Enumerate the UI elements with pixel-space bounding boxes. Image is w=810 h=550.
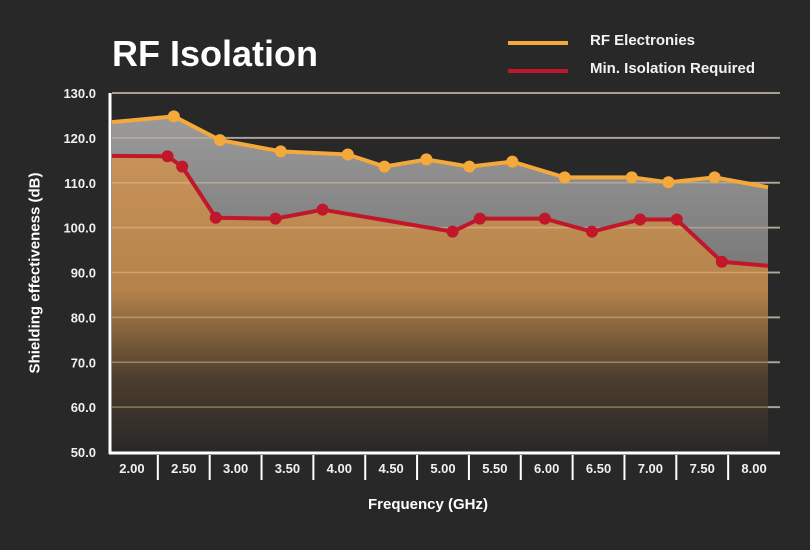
data-point [316,203,329,216]
data-point [341,148,354,161]
y-tick-label: 70.0 [71,355,96,370]
x-tick-label: 6.00 [534,461,559,476]
y-tick-label: 80.0 [71,310,96,325]
y-tick-label: 100.0 [63,221,96,236]
x-tick-label: 2.50 [171,461,196,476]
data-point [161,150,174,163]
gridlines-overlay [112,92,780,408]
data-point [473,212,486,225]
legend-label: RF Electronies [590,32,696,49]
y-axis-label: Shielding effectiveness (dB) [26,172,44,374]
y-tick-label: 60.0 [71,400,96,415]
data-point [378,160,391,173]
data-point [715,255,728,268]
y-tick-label: 90.0 [71,266,96,281]
x-tick-label: 3.00 [223,461,248,476]
data-point [506,155,519,168]
legend-swatch-orange [508,41,568,45]
axes [108,93,780,480]
tick-labels: 50.0 60.0 70.0 80.0 90.0 100.0 110.0 120.0 130.0… [63,86,766,476]
chart-title: RF Isolation [112,33,318,74]
data-point [213,134,226,147]
y-tick-label: 50.0 [71,445,96,460]
x-axis-label: Frequency (GHz) [367,496,489,513]
x-tick-label: 2.00 [119,461,144,476]
data-point [708,171,721,184]
data-point [167,110,180,123]
x-tick-label: 7.50 [690,461,715,476]
data-point [662,176,675,189]
series-line-min-isolation [111,153,769,268]
x-tick-label: 7.00 [638,461,663,476]
y-tick-label: 120.0 [63,131,96,146]
data-point [176,160,189,173]
data-point [634,213,647,226]
x-tick-label: 4.50 [378,461,403,476]
x-tick-label: 5.00 [430,461,455,476]
x-tick-label: 3.50 [275,461,300,476]
series-lines [111,110,769,268]
legend-swatch-red [508,69,568,73]
legend-label: Min. Isolation Required [590,60,756,77]
x-tick-label: 5.50 [482,461,507,476]
data-point [269,212,282,225]
y-tick-label: 110.0 [64,176,96,191]
data-point [558,171,571,184]
series-line-rf-electronies [111,114,769,190]
x-tick-label: 4.00 [327,461,352,476]
data-point [538,212,551,225]
data-point [446,225,459,238]
data-point [585,225,598,238]
areas [112,116,768,452]
data-point [420,153,433,166]
data-point [625,171,638,184]
y-tick-label: 130.0 [63,86,96,101]
data-point [463,160,476,173]
x-tick-label: 8.00 [741,461,766,476]
data-point [670,213,683,226]
data-point [274,145,287,158]
x-tick-label: 6.50 [586,461,611,476]
data-point [209,211,222,224]
